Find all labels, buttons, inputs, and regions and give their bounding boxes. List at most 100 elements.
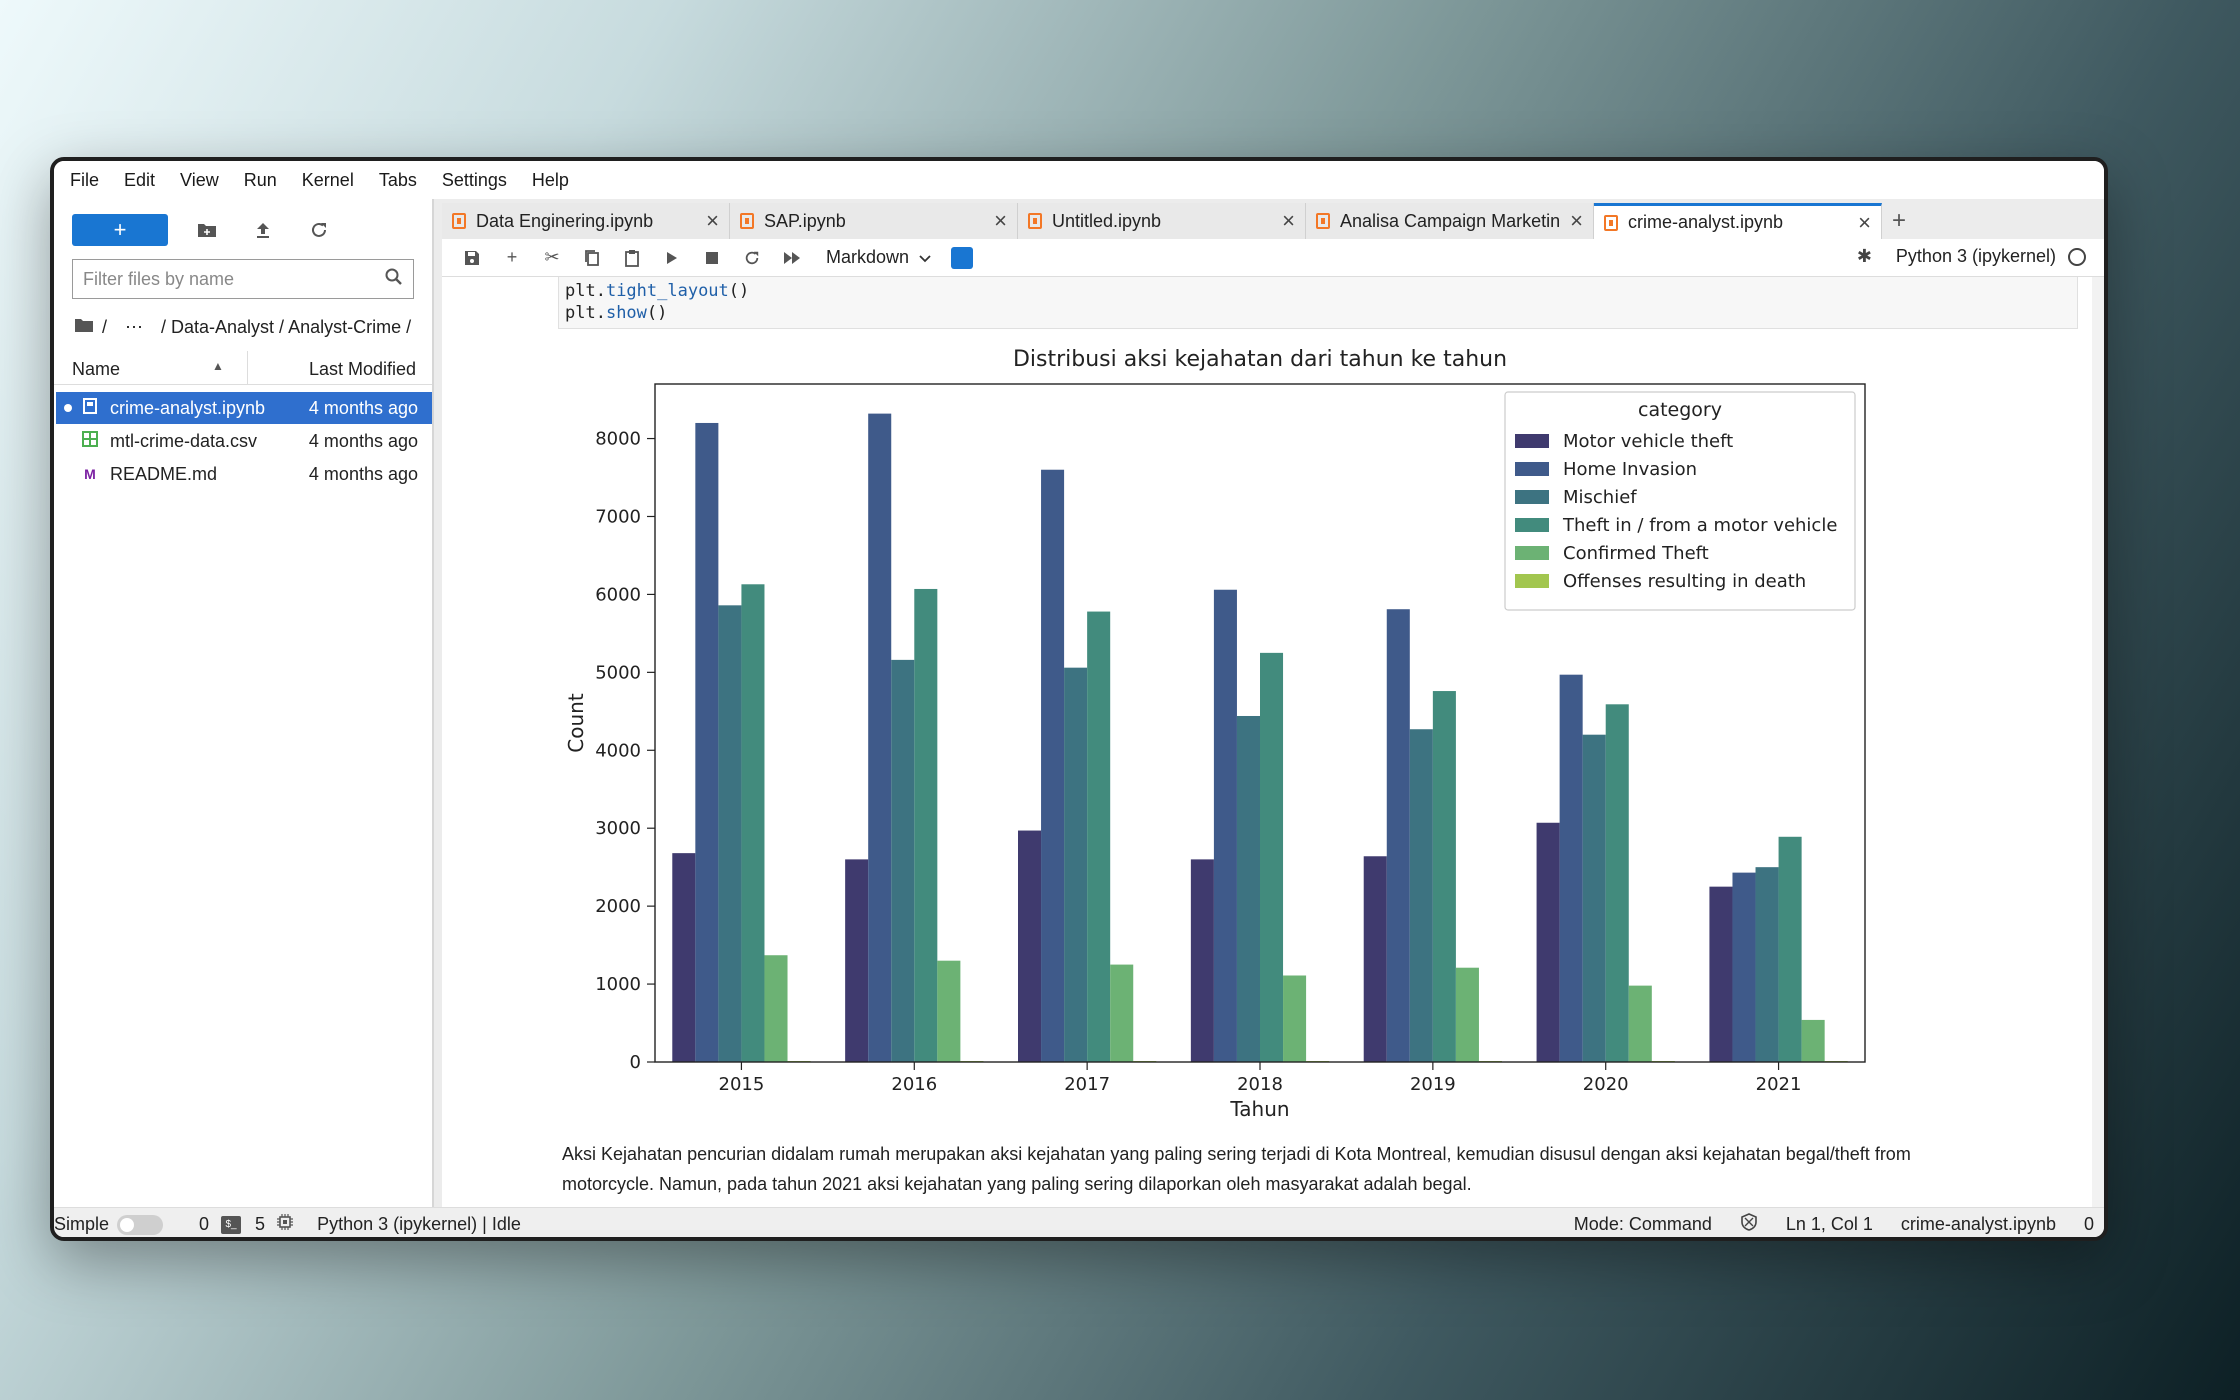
menu-file[interactable]: File — [70, 169, 100, 190]
bar — [1409, 729, 1433, 1062]
kernel-status[interactable]: Python 3 (ipykernel) | Idle — [317, 1214, 521, 1234]
tab-label: Untitled.ipynb — [1052, 210, 1162, 231]
breadcrumb-ellipsis[interactable]: ⋯ — [125, 317, 144, 337]
tab-analisa-campaign[interactable]: Analisa Campaign Marketin × — [1306, 203, 1594, 239]
property-inspector-icon[interactable] — [951, 246, 974, 269]
legend-label: Confirmed Theft — [1563, 543, 1709, 564]
bar — [1536, 822, 1560, 1062]
markdown-cell[interactable]: Aksi Kejahatan pencurian didalam rumah m… — [562, 1139, 2082, 1199]
y-tick-label: 4000 — [595, 740, 641, 761]
legend-swatch — [1515, 546, 1549, 560]
code-cell[interactable]: plt.tight_layout() plt.show() — [558, 277, 2078, 329]
filter-files-input[interactable] — [83, 268, 385, 290]
scrollbar[interactable] — [2092, 277, 2104, 1207]
tab-label: Analisa Campaign Marketin — [1340, 210, 1561, 231]
breadcrumb-root[interactable]: / — [102, 317, 108, 337]
bar — [914, 588, 938, 1062]
modified-column-header[interactable]: Last Modified — [308, 359, 416, 379]
legend-label: Offenses resulting in death — [1563, 571, 1806, 592]
x-axis-label: Tahun — [1229, 1097, 1289, 1121]
kernel-name[interactable]: Python 3 (ipykernel) — [1895, 246, 2056, 266]
terminal-count[interactable]: 0 — [199, 1214, 210, 1234]
notebook-icon — [452, 213, 466, 229]
upload-icon[interactable] — [246, 214, 280, 246]
run-icon[interactable] — [652, 242, 692, 274]
legend-swatch — [1515, 574, 1549, 588]
filter-files-box — [72, 259, 414, 299]
file-row[interactable]: mtl-crime-data.csv 4 months ago — [56, 425, 432, 457]
name-column-header[interactable]: Name — [72, 359, 121, 379]
notebook-icon — [1604, 214, 1618, 231]
cell-type-select[interactable]: Markdown — [826, 247, 931, 268]
menu-tabs[interactable]: Tabs — [378, 169, 417, 190]
tab-crime-analyst[interactable]: crime-analyst.ipynb × — [1594, 203, 1882, 239]
close-icon[interactable]: × — [994, 208, 1007, 233]
notification-count[interactable]: 0 — [2083, 1214, 2094, 1234]
fast-forward-icon[interactable] — [772, 242, 812, 274]
stop-icon[interactable] — [692, 242, 732, 274]
notebook-icon — [740, 213, 754, 229]
main-area: Data Enginering.ipynb × SAP.ipynb × Unti… — [434, 199, 2104, 1207]
tab-label: SAP.ipynb — [764, 210, 846, 231]
tab-sap[interactable]: SAP.ipynb × — [730, 203, 1018, 239]
tab-untitled[interactable]: Untitled.ipynb × — [1018, 203, 1306, 239]
tab-data-enginering[interactable]: Data Enginering.ipynb × — [442, 203, 730, 239]
x-tick-label: 2017 — [1064, 1074, 1110, 1095]
terminal-icon: $_ — [221, 1215, 242, 1234]
legend-label: Home Invasion — [1563, 459, 1697, 480]
insert-cell-icon[interactable]: + — [506, 247, 518, 267]
table-icon — [80, 430, 100, 452]
cursor-position[interactable]: Ln 1, Col 1 — [1785, 1214, 1873, 1234]
file-row[interactable]: crime-analyst.ipynb 4 months ago — [56, 392, 432, 424]
kernel-status-icon — [2068, 247, 2086, 266]
refresh-icon[interactable] — [302, 214, 336, 246]
new-launcher-button[interactable]: + — [72, 214, 168, 246]
cpu-icon — [277, 1214, 294, 1235]
menu-view[interactable]: View — [180, 169, 219, 190]
close-icon[interactable]: × — [1282, 208, 1295, 233]
file-modified: 4 months ago — [308, 463, 418, 484]
bar — [1605, 704, 1629, 1062]
notebook-panel: + ✂ — [442, 239, 2104, 1207]
add-tab-icon[interactable]: + — [1891, 207, 1906, 234]
column-divider[interactable] — [247, 351, 248, 385]
legend-title: category — [1638, 399, 1722, 421]
bar — [1455, 967, 1479, 1062]
menu-settings[interactable]: Settings — [441, 169, 507, 190]
bar — [1432, 691, 1456, 1062]
cut-icon[interactable]: ✂ — [544, 247, 560, 267]
bar — [891, 659, 915, 1062]
bar — [1064, 667, 1088, 1062]
breadcrumb-path[interactable]: / Data-Analyst / Analyst-Crime / — [161, 317, 412, 337]
markdown-icon: M — [84, 466, 96, 482]
legend-swatch — [1515, 490, 1549, 504]
file-row[interactable]: M README.md 4 months ago — [56, 458, 432, 490]
bar — [1559, 674, 1583, 1062]
mode-indicator[interactable]: Mode: Command — [1573, 1214, 1712, 1234]
file-modified: 4 months ago — [308, 397, 418, 418]
trust-icon[interactable] — [1740, 1213, 1758, 1236]
menu-kernel[interactable]: Kernel — [301, 169, 354, 190]
menu-edit[interactable]: Edit — [124, 169, 156, 190]
menu-run[interactable]: Run — [243, 169, 277, 190]
paste-icon[interactable] — [612, 242, 652, 274]
folder-icon[interactable] — [74, 317, 94, 338]
restart-icon[interactable] — [732, 242, 772, 274]
file-browser-toolbar: + — [72, 213, 336, 247]
save-icon[interactable] — [452, 242, 492, 274]
debugger-icon[interactable]: ✱ — [1856, 246, 1872, 266]
menu-help[interactable]: Help — [531, 169, 569, 190]
close-icon[interactable]: × — [706, 208, 719, 233]
sort-ascending-icon: ▲ — [212, 359, 224, 373]
new-folder-icon[interactable] — [190, 214, 224, 246]
copy-icon[interactable] — [572, 242, 612, 274]
kernel-count[interactable]: 5 — [255, 1214, 266, 1234]
close-icon[interactable]: × — [1570, 208, 1583, 233]
legend-box — [1504, 391, 1856, 611]
jupyterlab-window: File Edit View Run Kernel Tabs Settings … — [50, 157, 2108, 1241]
legend-label: Mischief — [1563, 487, 1637, 508]
bar — [1582, 734, 1606, 1062]
file-name: README.md — [110, 463, 218, 484]
simple-mode-toggle[interactable] — [117, 1214, 164, 1235]
close-icon[interactable]: × — [1858, 209, 1871, 235]
